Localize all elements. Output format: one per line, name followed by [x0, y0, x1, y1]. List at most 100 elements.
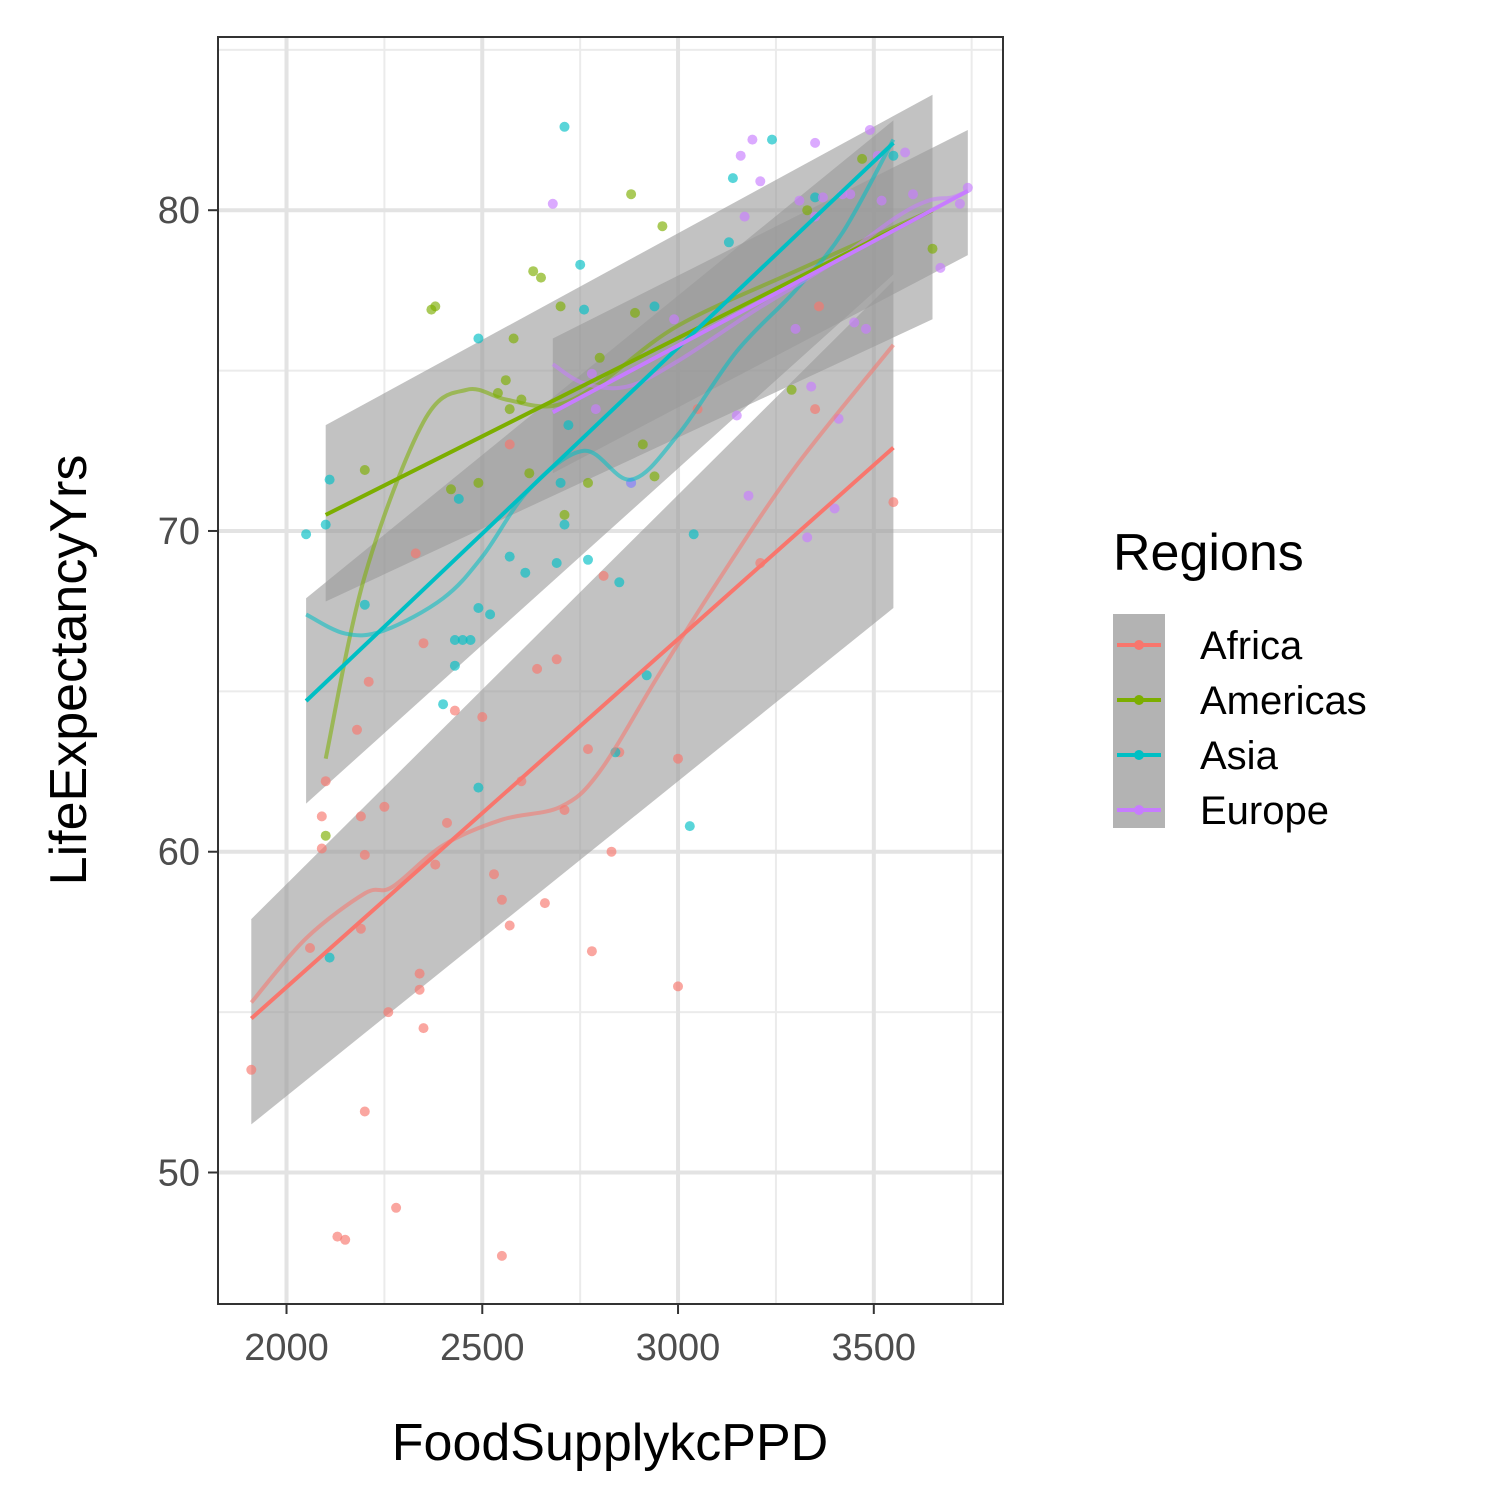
data-point-europe [590, 404, 601, 415]
data-point-europe [547, 198, 558, 209]
data-point-africa [496, 1250, 507, 1261]
data-point-europe [802, 532, 813, 543]
data-point-americas [637, 439, 648, 450]
data-point-africa [418, 1023, 429, 1034]
data-point-asia [551, 558, 562, 568]
data-point-africa [410, 548, 421, 559]
data-point-africa [532, 663, 543, 674]
data-point-asia [767, 134, 777, 145]
data-point-asia [563, 420, 574, 431]
data-point-americas [583, 477, 593, 488]
data-point-africa [814, 301, 824, 312]
data-point-asia [449, 635, 460, 645]
y-tick-label: 70 [158, 511, 200, 553]
data-point-europe [735, 150, 746, 161]
y-axis-title: LifeExpectancyYrs [40, 455, 98, 886]
x-tick-label: 3500 [832, 1327, 917, 1369]
data-point-europe [790, 323, 801, 334]
data-point-africa [391, 1202, 402, 1213]
data-point-africa [379, 801, 390, 812]
data-point-africa [583, 744, 593, 755]
data-point-europe [864, 125, 875, 135]
data-point-americas [524, 468, 535, 479]
legend-label-europe: Europe [1200, 789, 1329, 833]
data-point-asia [473, 333, 484, 344]
data-point-asia [301, 529, 312, 540]
data-point-europe [810, 137, 821, 148]
y-tick-label: 50 [158, 1152, 200, 1194]
data-point-africa [340, 1234, 351, 1245]
data-point-americas [473, 477, 484, 488]
data-point-europe [743, 490, 754, 501]
data-point-americas [508, 333, 519, 344]
x-axis-title: FoodSupplykcPPD [392, 1414, 828, 1472]
data-point-africa [442, 817, 452, 828]
legend-key-point [1134, 750, 1144, 760]
data-point-americas [528, 266, 539, 277]
data-point-asia [457, 635, 468, 645]
data-point-africa [414, 968, 425, 979]
data-point-africa [332, 1231, 343, 1242]
confidence-band-africa [251, 280, 894, 1125]
data-point-europe [908, 189, 918, 200]
data-point-asia [684, 821, 695, 832]
data-point-africa [586, 946, 597, 957]
data-point-africa [383, 1007, 394, 1018]
fit-lines [249, 138, 969, 1020]
data-point-africa [320, 776, 331, 787]
y-tick-label: 60 [158, 832, 200, 874]
data-point-africa [504, 439, 515, 450]
x-tick-label: 3000 [636, 1327, 721, 1369]
data-point-europe [876, 195, 887, 206]
data-point-europe [739, 211, 750, 222]
data-point-americas [802, 205, 813, 216]
data-point-africa [449, 705, 460, 716]
legend-label-americas: Americas [1200, 679, 1367, 723]
data-point-africa [888, 497, 899, 508]
data-point-africa [598, 570, 609, 581]
data-point-asia [649, 301, 660, 312]
data-point-asia [449, 660, 460, 671]
data-point-europe [845, 189, 856, 200]
x-axis: 2000 2500 3000 3500 [244, 1304, 916, 1369]
data-point-africa [489, 869, 499, 880]
data-point-americas [320, 830, 331, 841]
legend-label-asia: Asia [1200, 734, 1279, 778]
data-point-asia [320, 519, 331, 530]
data-point-africa [359, 849, 370, 860]
data-point-europe [954, 198, 965, 209]
data-point-africa [246, 1064, 257, 1075]
panel-border [217, 36, 1004, 1305]
data-point-europe [935, 262, 946, 273]
legend-title: Regions [1113, 524, 1304, 582]
data-point-asia [888, 150, 899, 161]
data-point-asia [485, 609, 496, 620]
data-point-asia [583, 554, 593, 565]
smooth-fit-asia [305, 138, 896, 638]
data-point-africa [355, 923, 366, 934]
data-point-americas [430, 301, 441, 312]
data-point-asia [575, 259, 586, 270]
data-point-americas [657, 221, 668, 232]
linear-fit-asia [304, 141, 895, 703]
linear-fit-americas [324, 208, 934, 517]
legend: Regions Africa Americas Asia Europe [1113, 524, 1367, 833]
legend-key-point [1134, 695, 1144, 705]
data-point-asia [641, 670, 652, 681]
legend-key-point [1134, 805, 1144, 815]
data-point-asia [465, 635, 476, 645]
data-point-africa [359, 1106, 370, 1117]
x-tick-label: 2000 [244, 1327, 329, 1369]
data-point-europe [586, 368, 597, 379]
legend-items: Africa Americas Asia Europe [1113, 614, 1367, 833]
data-point-asia [810, 192, 821, 203]
data-point-asia [727, 173, 738, 184]
data-point-asia [324, 952, 335, 963]
data-point-africa [414, 984, 425, 995]
data-point-americas [626, 189, 637, 200]
data-point-europe [817, 192, 828, 203]
data-point-asia [614, 577, 625, 588]
y-tick-label: 80 [158, 190, 200, 232]
data-point-asia [688, 529, 699, 540]
